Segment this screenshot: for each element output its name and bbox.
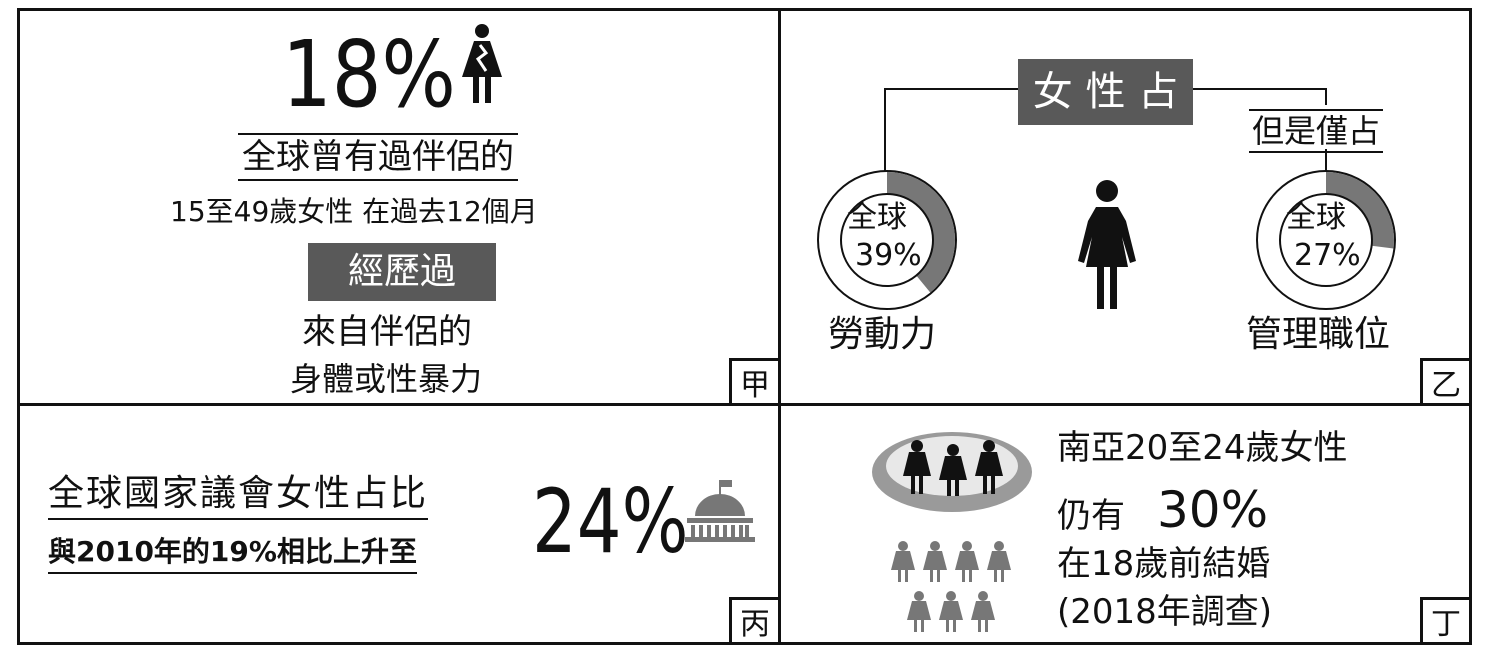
panel-c-percent: 24%: [532, 470, 689, 573]
panel-d-corner: 丁: [1420, 597, 1472, 645]
panel-c-corner: 丙: [729, 597, 781, 645]
panel-a-line4: 身體或性暴力: [290, 360, 483, 398]
panel-a-line1: 全球曾有過伴侶的: [238, 133, 518, 181]
woman-icon: [462, 24, 502, 103]
panel-d-line2-prefix: 仍有: [1057, 496, 1125, 536]
panel-c: 全球國家議會女性占比 與2010年的19%相比上升至 24% 丙: [17, 403, 781, 645]
panel-d-line3: 在18歲前結婚: [1057, 544, 1271, 584]
panel-b-sub-label: 但是僅占: [1249, 109, 1384, 153]
panel-a: 18% 全球曾有過伴侶的 15至49歲女性 在過去12個月 經歷過 來自伴侶的 …: [17, 8, 781, 406]
panel-a-corner: 甲: [729, 358, 781, 406]
girls-group-icon: [891, 541, 1011, 632]
panel-d-line2-percent: 30%: [1157, 481, 1269, 539]
panel-a-highlight: 經歷過: [308, 243, 496, 301]
labor-ring-line2: 39%: [855, 238, 922, 273]
labor-ring-line1: 全球: [847, 200, 907, 235]
panel-a-line3: 來自伴侶的: [302, 312, 472, 352]
panel-d-line4: (2018年調查): [1057, 592, 1273, 632]
management-caption: 管理職位: [1246, 314, 1391, 355]
panel-b: 女 性 占 但是僅占 全球 39% 勞動力 全球 27% 管理職位 乙: [778, 8, 1472, 406]
parliament-icon: [685, 480, 755, 542]
labor-ring-chart: [817, 170, 957, 310]
woman-icon: [1078, 180, 1136, 309]
panel-a-percent: 18%: [282, 21, 456, 128]
panel-a-line2: 15至49歲女性 在過去12個月: [170, 195, 538, 228]
management-ring-chart: [1256, 170, 1396, 310]
panel-d: 南亞20至24歲女性 仍有 30% 在18歲前結婚 (2018年調查) 丁: [778, 403, 1472, 645]
management-ring-line1: 全球: [1286, 200, 1346, 235]
married-girls-icon: [903, 440, 1003, 496]
panel-b-title: 女 性 占: [1018, 59, 1193, 125]
labor-caption: 勞動力: [828, 314, 937, 355]
panel-c-line2: 與2010年的19%相比上升至: [48, 532, 417, 574]
panel-b-corner: 乙: [1420, 358, 1472, 406]
panel-d-line1: 南亞20至24歲女性: [1057, 428, 1348, 468]
management-ring-line2: 27%: [1294, 238, 1361, 273]
panel-c-line1: 全球國家議會女性占比: [48, 470, 429, 520]
